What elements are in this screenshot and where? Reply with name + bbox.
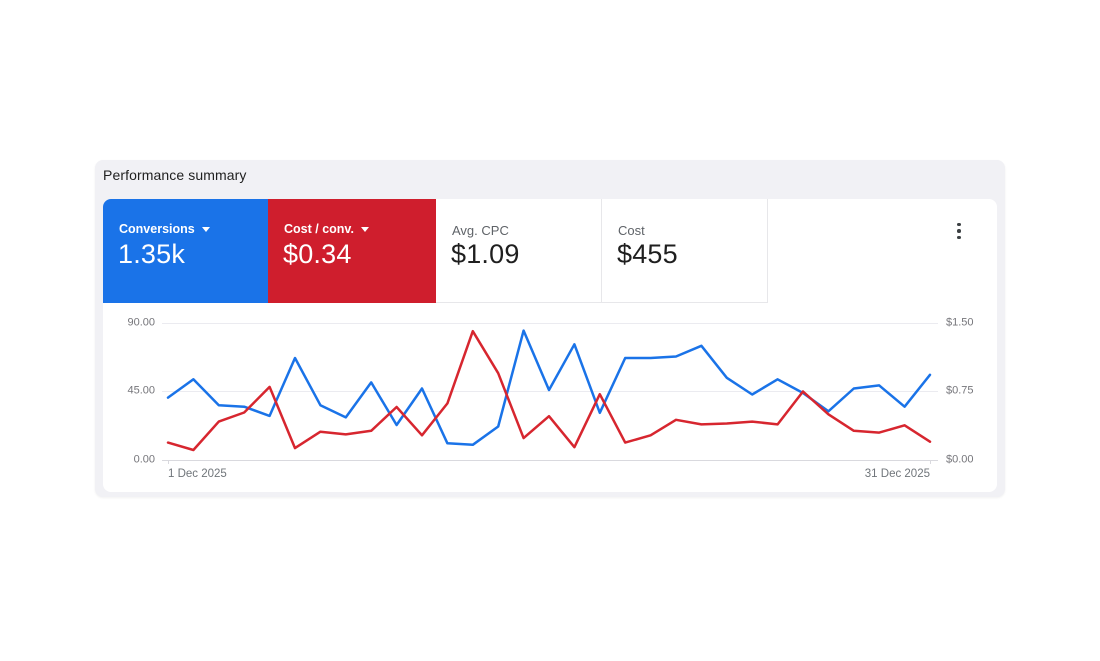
more-options-button[interactable] [949, 220, 969, 242]
scorecard-value: $0.34 [283, 239, 352, 269]
left-axis-label-mid: 45.00 [127, 384, 155, 397]
cost-per-conv-line [166, 329, 932, 452]
x-axis-tick-end [930, 460, 931, 464]
right-axis-label-max: $1.50 [946, 316, 974, 329]
scorecard-value: $1.09 [451, 239, 520, 269]
conversions-line [166, 329, 932, 447]
left-axis-label-min: 0.00 [133, 453, 155, 466]
scorecard-label: Conversions [119, 222, 195, 236]
performance-summary-card: Performance summary Conversions 1.35k Co… [95, 160, 1005, 497]
scorecard-conversions[interactable]: Conversions 1.35k [103, 199, 268, 303]
kebab-menu-icon [957, 235, 961, 240]
summary-panel: Conversions 1.35k Cost / conv. $0.34 Avg… [103, 199, 997, 492]
scorecard-avg-cpc[interactable]: Avg. CPC $1.09 [436, 199, 602, 303]
scorecard-cost-per-conv-label-row: Cost / conv. [284, 222, 369, 236]
line-chart-canvas [166, 329, 932, 452]
dropdown-arrow-icon[interactable] [201, 226, 210, 232]
x-axis-end-label: 31 Dec 2025 [864, 468, 930, 480]
left-axis-label-max: 90.00 [127, 316, 155, 329]
x-axis-start-label: 1 Dec 2025 [168, 468, 227, 480]
scorecard-value: 1.35k [118, 239, 186, 269]
kebab-menu-icon [957, 222, 961, 227]
scorecard-cost-per-conv[interactable]: Cost / conv. $0.34 [268, 199, 436, 303]
scorecard-label: Cost [618, 223, 645, 238]
kebab-menu-icon [957, 229, 961, 233]
right-axis-label-mid: $0.75 [946, 384, 974, 397]
scorecard-label: Avg. CPC [452, 223, 509, 238]
dropdown-arrow-icon[interactable] [360, 226, 369, 232]
card-title: Performance summary [103, 167, 247, 183]
scorecard-row: Conversions 1.35k Cost / conv. $0.34 Avg… [103, 199, 997, 303]
gridline-top [162, 323, 938, 324]
timeseries-chart: 90.00 45.00 0.00 $1.50 $0.75 $0.00 1 Dec… [103, 303, 997, 492]
scorecard-label: Cost / conv. [284, 222, 354, 236]
right-axis-label-min: $0.00 [946, 453, 974, 466]
scorecard-conversions-label-row: Conversions [119, 222, 210, 236]
scorecard-value: $455 [617, 239, 678, 269]
x-axis-line [162, 460, 938, 461]
scorecard-cost[interactable]: Cost $455 [602, 199, 768, 303]
x-axis-tick-start [168, 460, 169, 464]
gridline-middle [162, 391, 938, 392]
